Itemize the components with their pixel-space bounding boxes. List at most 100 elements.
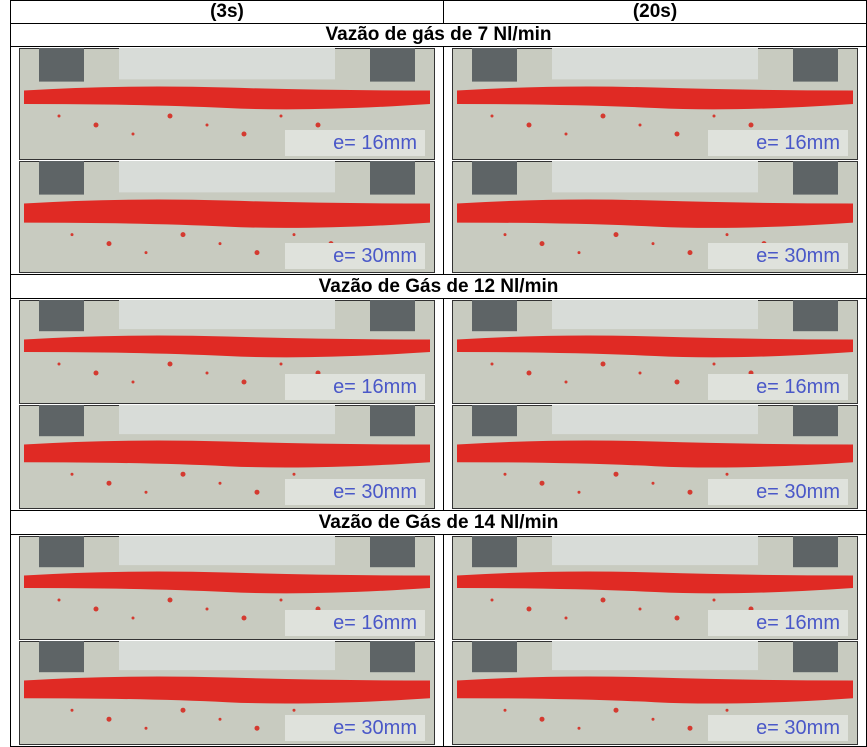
column-left	[39, 641, 84, 672]
droplet	[219, 482, 222, 485]
thickness-label: e= 30mm	[333, 481, 417, 503]
droplet	[316, 123, 321, 128]
photo: e= 30mm	[19, 641, 435, 745]
droplet	[94, 607, 99, 612]
droplet	[652, 482, 655, 485]
droplet	[713, 599, 716, 602]
droplet	[726, 709, 729, 712]
photo: e= 30mm	[452, 641, 858, 745]
thickness-label: e= 16mm	[756, 376, 840, 398]
column-left	[39, 48, 84, 82]
column-header: (20s)	[443, 0, 867, 24]
droplet	[601, 114, 606, 119]
droplet	[614, 708, 619, 713]
droplet	[181, 708, 186, 713]
droplet	[688, 726, 693, 731]
droplet	[71, 233, 74, 236]
column-right	[370, 641, 415, 672]
droplet	[713, 363, 716, 366]
droplet	[639, 124, 642, 127]
droplet	[652, 718, 655, 721]
tube	[119, 405, 335, 434]
section-title: Vazão de Gás de 12 Nl/min	[10, 274, 867, 299]
droplet	[639, 608, 642, 611]
column-left	[39, 300, 84, 331]
droplet	[145, 251, 148, 254]
droplet	[491, 599, 494, 602]
droplet	[491, 115, 494, 118]
column-right	[370, 300, 415, 331]
column-right	[793, 641, 838, 672]
droplet	[601, 362, 606, 367]
column-header: (3s)	[10, 0, 444, 24]
droplet	[206, 372, 209, 375]
column-left	[472, 300, 517, 331]
column-right	[793, 405, 838, 436]
column-right	[793, 48, 838, 82]
photo: e= 16mm	[452, 48, 858, 160]
photo: e= 16mm	[452, 536, 858, 640]
droplet	[578, 491, 581, 494]
droplet	[726, 233, 729, 236]
droplet	[242, 616, 247, 621]
photo: e= 16mm	[19, 536, 435, 640]
droplet	[504, 473, 507, 476]
page: (3s)(20s)Vazão de gás de 7 Nl/mine= 16mm…	[0, 0, 867, 746]
droplet	[132, 133, 135, 136]
photo: e= 16mm	[452, 300, 858, 404]
droplet	[565, 617, 568, 620]
droplet	[132, 381, 135, 384]
droplet	[168, 114, 173, 119]
thickness-label: e= 30mm	[333, 245, 417, 267]
droplet	[107, 241, 112, 246]
tube	[119, 300, 335, 329]
droplet	[293, 709, 296, 712]
droplet	[206, 608, 209, 611]
thickness-label: e= 30mm	[756, 245, 840, 267]
column-left	[472, 48, 517, 82]
droplet	[94, 371, 99, 376]
column-right	[370, 48, 415, 82]
droplet	[107, 717, 112, 722]
droplet	[71, 473, 74, 476]
droplet	[688, 490, 693, 495]
droplet	[540, 717, 545, 722]
droplet	[242, 132, 247, 137]
droplet	[145, 727, 148, 730]
droplet	[58, 115, 61, 118]
droplet	[58, 363, 61, 366]
droplet	[491, 363, 494, 366]
thickness-label: e= 30mm	[333, 717, 417, 739]
photo: e= 16mm	[19, 300, 435, 404]
droplet	[527, 123, 532, 128]
column-left	[472, 641, 517, 672]
droplet	[675, 616, 680, 621]
droplet	[145, 491, 148, 494]
tube	[119, 641, 335, 670]
column-left	[472, 536, 517, 567]
column-left	[472, 405, 517, 436]
droplet	[565, 381, 568, 384]
section-title: Vazão de Gás de 14 Nl/min	[10, 510, 867, 535]
droplet	[107, 481, 112, 486]
thickness-label: e= 16mm	[333, 132, 417, 154]
thickness-label: e= 16mm	[756, 612, 840, 634]
droplet	[168, 362, 173, 367]
droplet	[540, 241, 545, 246]
section-title: Vazão de gás de 7 Nl/min	[10, 23, 867, 47]
droplet	[540, 481, 545, 486]
droplet	[280, 115, 283, 118]
column-right	[793, 300, 838, 331]
droplet	[206, 124, 209, 127]
droplet	[675, 380, 680, 385]
droplet	[293, 233, 296, 236]
droplet	[614, 232, 619, 237]
droplet	[181, 232, 186, 237]
photo: e= 30mm	[452, 161, 858, 273]
column-left	[39, 161, 84, 195]
tube	[552, 300, 758, 329]
droplet	[614, 472, 619, 477]
column-right	[370, 161, 415, 195]
photo: e= 16mm	[19, 48, 435, 160]
tube	[119, 161, 335, 192]
